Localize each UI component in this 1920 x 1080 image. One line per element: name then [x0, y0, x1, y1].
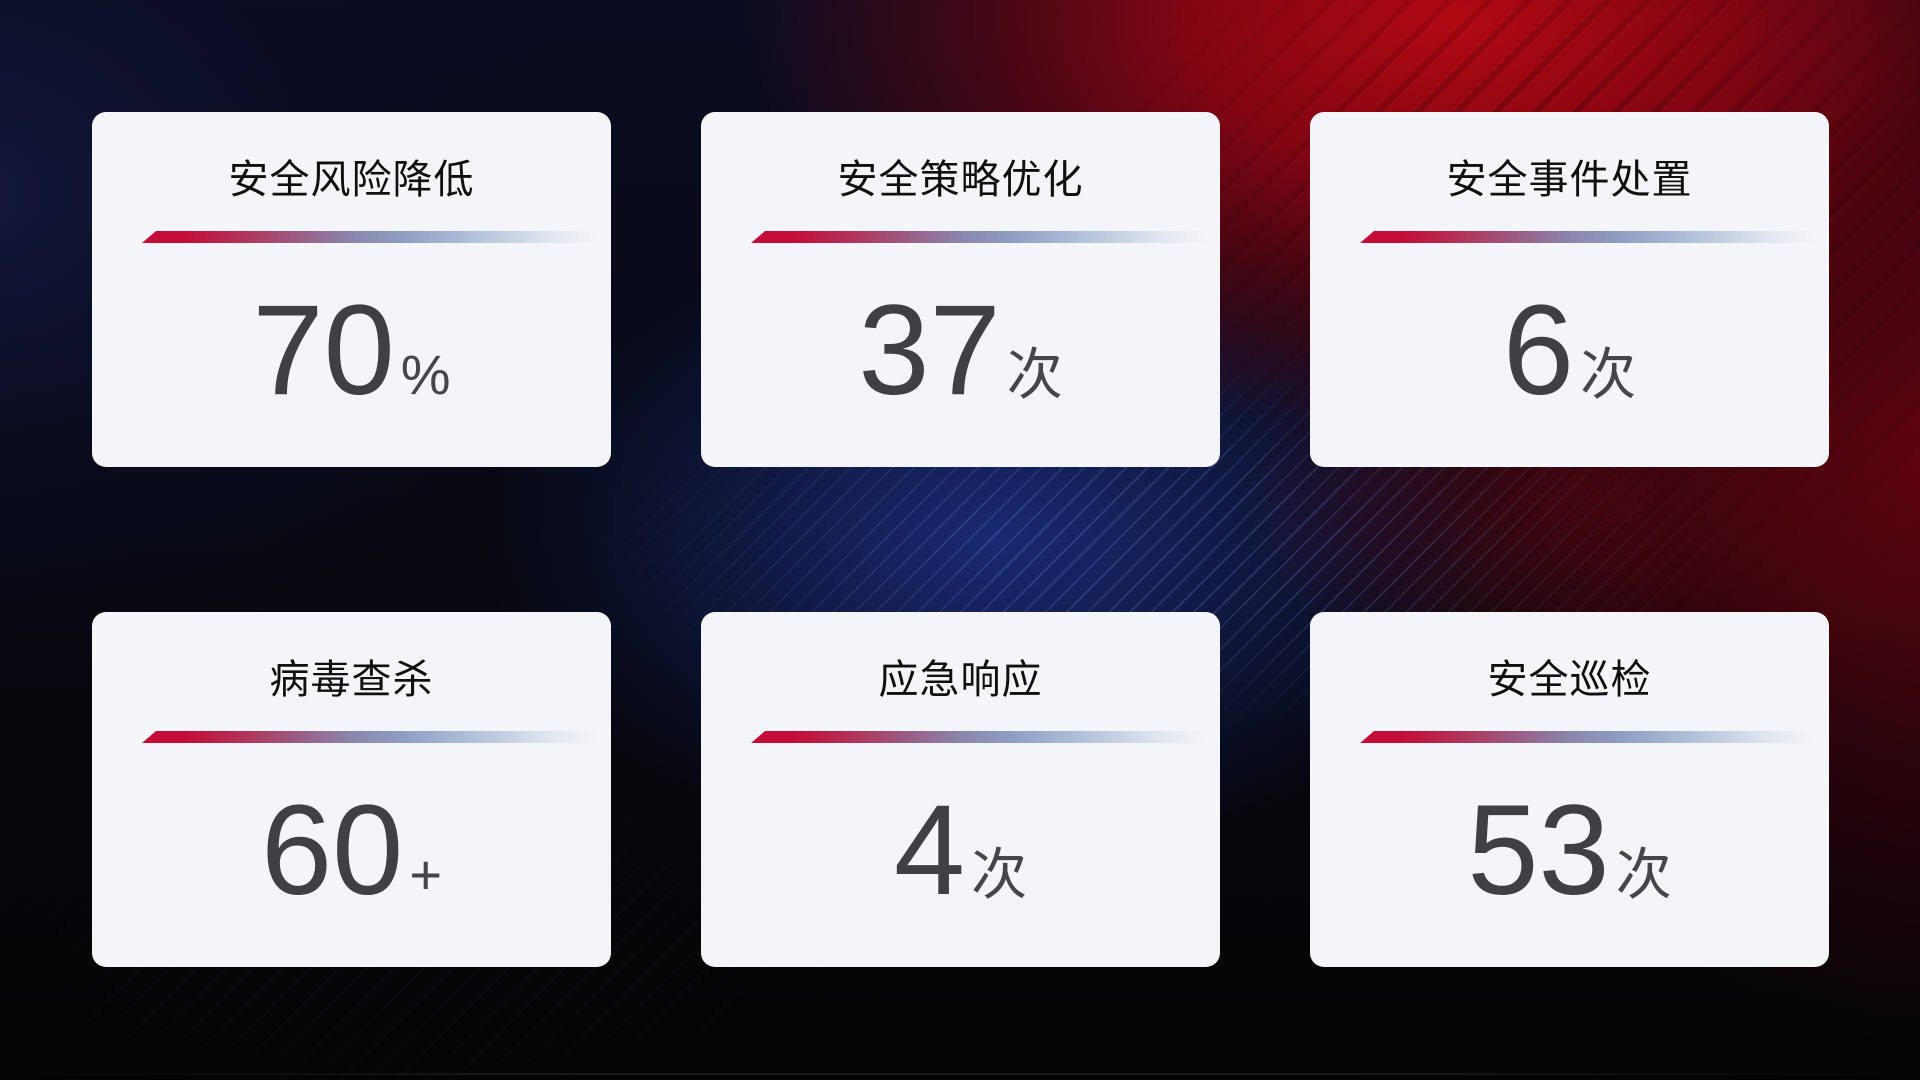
- card-title: 应急响应: [878, 658, 1043, 702]
- stat-number: 70: [252, 279, 395, 422]
- card-title: 病毒查杀: [269, 658, 434, 702]
- stat-number: 6: [1502, 279, 1575, 422]
- gradient-divider: [751, 731, 1208, 743]
- card-value: 60 +: [92, 787, 611, 954]
- stat-unit: 次: [971, 843, 1028, 906]
- gradient-divider: [751, 231, 1208, 243]
- stat-unit: 次: [1580, 343, 1637, 406]
- bottom-accent-line: [0, 1073, 1920, 1075]
- stat-card-policy-optimization: 安全策略优化 37 次: [701, 112, 1220, 467]
- stat-card-risk-reduction: 安全风险降低 70%: [92, 112, 611, 467]
- stat-unit: +: [409, 843, 443, 906]
- stat-number: 60: [260, 779, 404, 922]
- stat-card-virus-scan: 病毒查杀 60 +: [92, 612, 611, 967]
- card-title: 安全事件处置: [1446, 158, 1693, 202]
- stat-number: 4: [893, 779, 966, 922]
- gradient-divider: [1360, 731, 1817, 743]
- gradient-divider: [142, 731, 599, 743]
- stat-card-security-inspection: 安全巡检 53 次: [1310, 612, 1829, 967]
- gradient-divider: [1360, 231, 1817, 243]
- stat-unit: 次: [1006, 343, 1063, 406]
- card-value: 37 次: [701, 287, 1220, 454]
- gradient-divider: [142, 231, 599, 243]
- card-title: 安全风险降低: [228, 158, 475, 202]
- stat-number: 37: [858, 279, 1001, 422]
- stat-unit: %: [400, 343, 451, 406]
- stat-unit: 次: [1615, 843, 1672, 906]
- card-value: 70%: [92, 287, 611, 454]
- card-title: 安全策略优化: [837, 158, 1084, 202]
- card-title: 安全巡检: [1487, 658, 1652, 702]
- card-value: 53 次: [1310, 787, 1829, 954]
- stat-number: 53: [1467, 779, 1610, 922]
